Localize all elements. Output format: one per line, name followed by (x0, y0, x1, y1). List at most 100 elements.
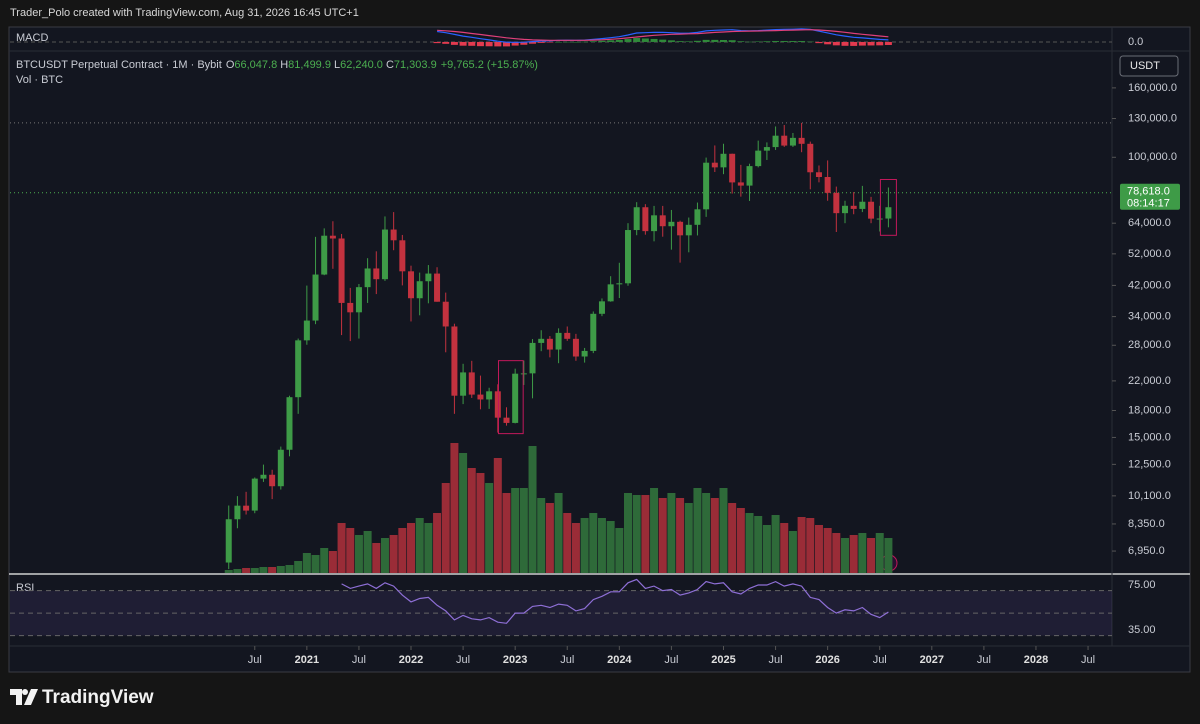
x-tick-label: 2028 (1024, 654, 1048, 666)
macd-hist-bar (841, 41, 849, 46)
macd-hist-bar (685, 41, 693, 42)
macd-hist-bar (633, 38, 641, 42)
volume-bar (511, 488, 520, 573)
candle-body (755, 150, 762, 167)
volume-bar (650, 488, 659, 573)
y-tick-label: 15,000.0 (1128, 431, 1171, 443)
candle-body (737, 182, 744, 186)
candle-body (251, 478, 258, 511)
candle-body (520, 373, 527, 375)
volume-bar (294, 561, 303, 573)
macd-hist-bar (815, 41, 823, 44)
macd-hist-bar (442, 41, 450, 44)
ohlc-value: 71,303.9 (394, 59, 437, 71)
macd-hist-bar (798, 41, 806, 42)
macd-hist-bar (537, 41, 545, 43)
macd-hist-bar (476, 41, 484, 47)
volume-bar (424, 523, 433, 573)
macd-hist-bar (650, 38, 658, 42)
macd-hist-bar (719, 39, 727, 42)
highlight-box (879, 178, 897, 236)
macd-hist-bar (624, 39, 632, 42)
candle-body (277, 449, 284, 487)
volume-bar (380, 538, 389, 573)
candle-body (512, 373, 519, 423)
x-tick-label: 2026 (815, 654, 839, 666)
candle-body (633, 207, 640, 231)
volume-bar (415, 518, 424, 573)
volume-bar (780, 523, 789, 573)
candle-body (529, 342, 536, 374)
volume-bar (311, 555, 320, 573)
macd-hist-bar (806, 41, 814, 43)
volume-bar (372, 543, 381, 573)
candle-body (651, 215, 658, 232)
candle-body (269, 474, 276, 487)
candle-body (598, 301, 605, 314)
candle-body (677, 221, 684, 236)
volume-bar (788, 531, 797, 573)
y-tick-label: 18,000.0 (1128, 404, 1171, 416)
candle-body (312, 274, 319, 321)
candle-body (538, 338, 545, 343)
currency-box[interactable] (1119, 55, 1179, 77)
ohlc-value: 81,499.9 (288, 59, 331, 71)
credit: Trader_Polo created with TradingView.com… (10, 7, 359, 19)
y-tick-label: 28,000.0 (1128, 339, 1171, 351)
candle-body (442, 301, 449, 327)
candle-body (833, 192, 840, 214)
candle-body (381, 229, 388, 280)
x-tick-label: Jul (769, 654, 783, 666)
volume-bar (762, 525, 771, 573)
volume-bar (849, 535, 858, 573)
candle-body (425, 273, 432, 282)
macd-hist-bar (502, 41, 510, 47)
candle-body (850, 205, 857, 209)
legend-line: BTCUSDT Perpetual Contract · 1M · Bybit O… (16, 59, 538, 71)
candle-body (772, 135, 779, 148)
candle-body (546, 338, 553, 350)
macd-hist-bar (676, 41, 684, 42)
candle-body (572, 338, 579, 357)
volume-bar (606, 521, 615, 573)
macd-hist-bar (433, 41, 441, 44)
candle-body (451, 326, 458, 396)
volume-bar (346, 528, 355, 573)
candle-body (590, 313, 597, 351)
volume-bar (884, 538, 893, 573)
x-tick-label: Jul (560, 654, 574, 666)
y-tick-label: 160,000.0 (1128, 82, 1177, 94)
macd-hist-bar (581, 41, 589, 43)
candle-body (494, 391, 501, 418)
ohlc-key: C (386, 59, 394, 71)
x-tick-label: Jul (1081, 654, 1095, 666)
macd-hist-bar (832, 41, 840, 46)
y-tick-label: 8,350.0 (1128, 518, 1165, 530)
main-pane (10, 122, 1112, 573)
brand: TradingView (10, 687, 154, 708)
x-tick-label: 2024 (607, 654, 632, 666)
candle-body (295, 340, 302, 398)
candle-body (243, 505, 250, 511)
volume-bar (563, 513, 572, 573)
candle-body (286, 397, 293, 450)
macd-hist-bar (641, 38, 649, 42)
volume-bar (858, 533, 867, 573)
macd-hist-bar (824, 41, 832, 45)
volume-bar (476, 473, 485, 573)
volume-bar (615, 528, 624, 573)
x-tick-label: Jul (873, 654, 887, 666)
macd-hist-bar (867, 41, 875, 46)
x-tick-label: 2021 (295, 654, 319, 666)
currency: USDT (1130, 60, 1160, 72)
x-tick-label: 2023 (503, 654, 527, 666)
volume-bar (398, 528, 407, 573)
volume-bar (676, 498, 685, 573)
candle-body (460, 372, 467, 396)
macd-hist-bar (789, 41, 797, 42)
macd-hist-bar (746, 41, 754, 43)
brand-name: TradingView (42, 687, 154, 708)
candle-body (885, 207, 892, 219)
candle-body (468, 372, 475, 395)
